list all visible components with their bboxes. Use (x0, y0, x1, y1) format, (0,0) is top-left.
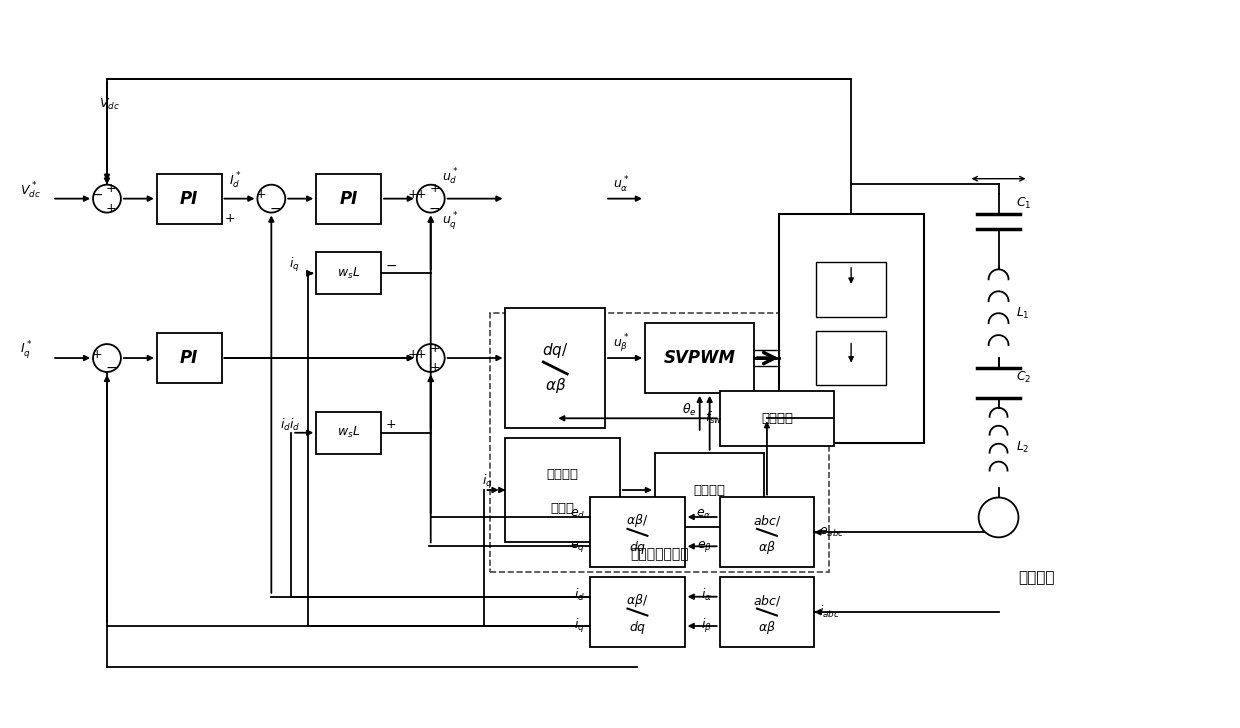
Text: $i_{abc}$: $i_{abc}$ (820, 604, 841, 620)
Text: $L_2$: $L_2$ (1017, 440, 1030, 455)
Text: +: + (408, 188, 418, 201)
Text: +: + (415, 347, 427, 360)
Text: +: + (429, 341, 440, 355)
Text: $\alpha\beta$: $\alpha\beta$ (758, 619, 776, 636)
Circle shape (417, 185, 445, 213)
Text: $\alpha\beta/$: $\alpha\beta/$ (626, 512, 649, 529)
Circle shape (93, 344, 122, 372)
Text: $e_q$: $e_q$ (570, 539, 585, 554)
Text: 相角检测: 相角检测 (761, 412, 792, 425)
Text: +: + (429, 182, 440, 195)
Text: $\theta_e$: $\theta_e$ (682, 403, 697, 419)
Bar (506, 308, 605, 428)
Bar (590, 577, 684, 647)
Bar (316, 253, 381, 294)
Text: +: + (92, 347, 103, 360)
Text: PI: PI (340, 189, 357, 207)
Text: $dq$: $dq$ (629, 539, 646, 556)
Text: $i_q$: $i_q$ (289, 256, 300, 274)
Text: $u^*_\beta$: $u^*_\beta$ (613, 333, 630, 355)
Bar (816, 331, 887, 385)
Text: PI: PI (180, 189, 198, 207)
Text: $e_\alpha$: $e_\alpha$ (697, 508, 712, 521)
Text: 载波频率控制器: 载波频率控制器 (630, 547, 689, 561)
Text: −: − (92, 188, 103, 202)
Text: $abc/$: $abc/$ (753, 593, 781, 608)
Text: $\alpha\beta$: $\alpha\beta$ (758, 539, 776, 556)
Bar (156, 333, 222, 383)
Text: +: + (429, 362, 440, 374)
Text: $i_d$: $i_d$ (280, 416, 291, 433)
Bar (506, 438, 620, 542)
Text: $I^*_d$: $I^*_d$ (229, 170, 242, 191)
Text: $dq/$: $dq/$ (542, 341, 568, 360)
Bar (719, 497, 815, 567)
Text: 选择器: 选择器 (551, 502, 574, 515)
Text: +: + (408, 347, 418, 360)
Bar (491, 313, 830, 572)
Text: $abc/$: $abc/$ (753, 513, 781, 528)
Text: $w_sL$: $w_sL$ (337, 266, 360, 281)
Text: +: + (105, 182, 117, 195)
Text: $i_d$: $i_d$ (574, 587, 585, 603)
Text: $w_sL$: $w_sL$ (337, 425, 360, 440)
Text: $u^*_d$: $u^*_d$ (443, 167, 459, 187)
Text: $i_\alpha$: $i_\alpha$ (701, 587, 712, 603)
Text: +: + (415, 188, 427, 201)
Text: +: + (386, 419, 397, 431)
Bar (780, 213, 924, 443)
Bar (719, 577, 815, 647)
Text: PI: PI (180, 349, 198, 367)
Text: $i_\beta$: $i_\beta$ (701, 617, 712, 635)
Text: +: + (224, 212, 234, 225)
Text: +: + (257, 188, 267, 201)
Circle shape (93, 185, 122, 213)
Text: $u^*_\alpha$: $u^*_\alpha$ (613, 175, 630, 194)
Text: 频率限制: 频率限制 (693, 483, 725, 496)
Text: −: − (269, 202, 281, 215)
Text: $C_2$: $C_2$ (1017, 371, 1032, 386)
Text: $V^*_{dc}$: $V^*_{dc}$ (20, 181, 41, 201)
Text: $i_q$: $i_q$ (574, 617, 585, 635)
Text: SVPWM: SVPWM (663, 349, 735, 367)
Circle shape (978, 497, 1018, 537)
Bar (655, 453, 764, 527)
Text: $e_{abc}$: $e_{abc}$ (820, 526, 844, 539)
Bar (645, 323, 754, 393)
Text: $e_\beta$: $e_\beta$ (697, 539, 712, 554)
Text: +: + (105, 202, 117, 215)
Text: $e_d$: $e_d$ (570, 508, 585, 521)
Text: 三相电网: 三相电网 (1018, 570, 1055, 585)
Circle shape (258, 185, 285, 213)
Text: $L_1$: $L_1$ (1017, 306, 1030, 321)
Text: −: − (386, 258, 398, 272)
Text: $\alpha\beta$: $\alpha\beta$ (544, 376, 565, 395)
Text: $I^*_q$: $I^*_q$ (20, 339, 32, 361)
Text: −: − (105, 361, 117, 375)
Bar (719, 391, 835, 446)
Text: $V_{dc}$: $V_{dc}$ (99, 96, 120, 111)
Text: $i_q$: $i_q$ (482, 473, 492, 491)
Bar (156, 174, 222, 223)
Text: $u^*_q$: $u^*_q$ (443, 210, 459, 232)
Bar (316, 174, 381, 223)
Text: $f_{sw}$: $f_{sw}$ (704, 410, 723, 426)
Text: $C_1$: $C_1$ (1017, 196, 1032, 211)
Circle shape (417, 344, 445, 372)
Text: 载波频率: 载波频率 (547, 468, 579, 480)
Text: $i_d$: $i_d$ (289, 416, 300, 433)
Bar (316, 412, 381, 454)
Text: −: − (429, 202, 440, 215)
Text: $dq$: $dq$ (629, 619, 646, 636)
Bar (816, 262, 887, 317)
Bar (590, 497, 684, 567)
Text: $\alpha\beta/$: $\alpha\beta/$ (626, 592, 649, 609)
